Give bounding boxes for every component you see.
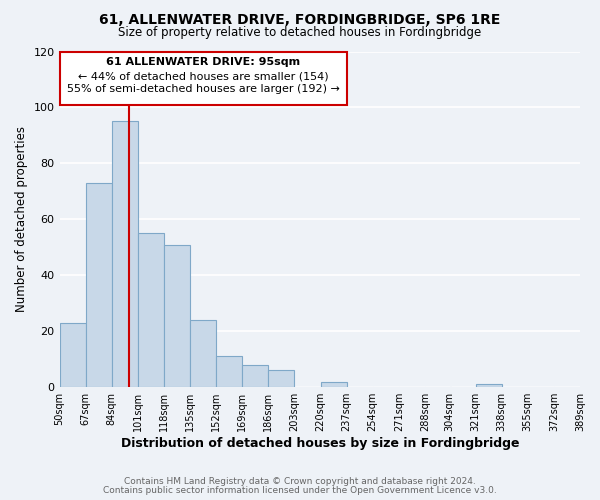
Text: 61, ALLENWATER DRIVE, FORDINGBRIDGE, SP6 1RE: 61, ALLENWATER DRIVE, FORDINGBRIDGE, SP6… (100, 12, 500, 26)
Bar (190, 320, 216, 387)
Bar (138, 234, 164, 387)
Bar (242, 365, 268, 387)
Bar (59, 323, 86, 387)
Bar (216, 356, 242, 387)
Text: Contains public sector information licensed under the Open Government Licence v3: Contains public sector information licen… (103, 486, 497, 495)
Text: 61 ALLENWATER DRIVE: 95sqm: 61 ALLENWATER DRIVE: 95sqm (106, 57, 300, 67)
Text: ← 44% of detached houses are smaller (154): ← 44% of detached houses are smaller (15… (78, 71, 328, 81)
Text: Size of property relative to detached houses in Fordingbridge: Size of property relative to detached ho… (118, 26, 482, 39)
X-axis label: Distribution of detached houses by size in Fordingbridge: Distribution of detached houses by size … (121, 437, 519, 450)
Bar (476, 384, 502, 387)
Bar (164, 244, 190, 387)
Bar (112, 122, 138, 387)
Text: Contains HM Land Registry data © Crown copyright and database right 2024.: Contains HM Land Registry data © Crown c… (124, 477, 476, 486)
Bar (320, 382, 347, 387)
Bar (86, 183, 112, 387)
Bar (59, 52, 347, 104)
Bar (268, 370, 295, 387)
Y-axis label: Number of detached properties: Number of detached properties (15, 126, 28, 312)
Text: 55% of semi-detached houses are larger (192) →: 55% of semi-detached houses are larger (… (67, 84, 340, 94)
